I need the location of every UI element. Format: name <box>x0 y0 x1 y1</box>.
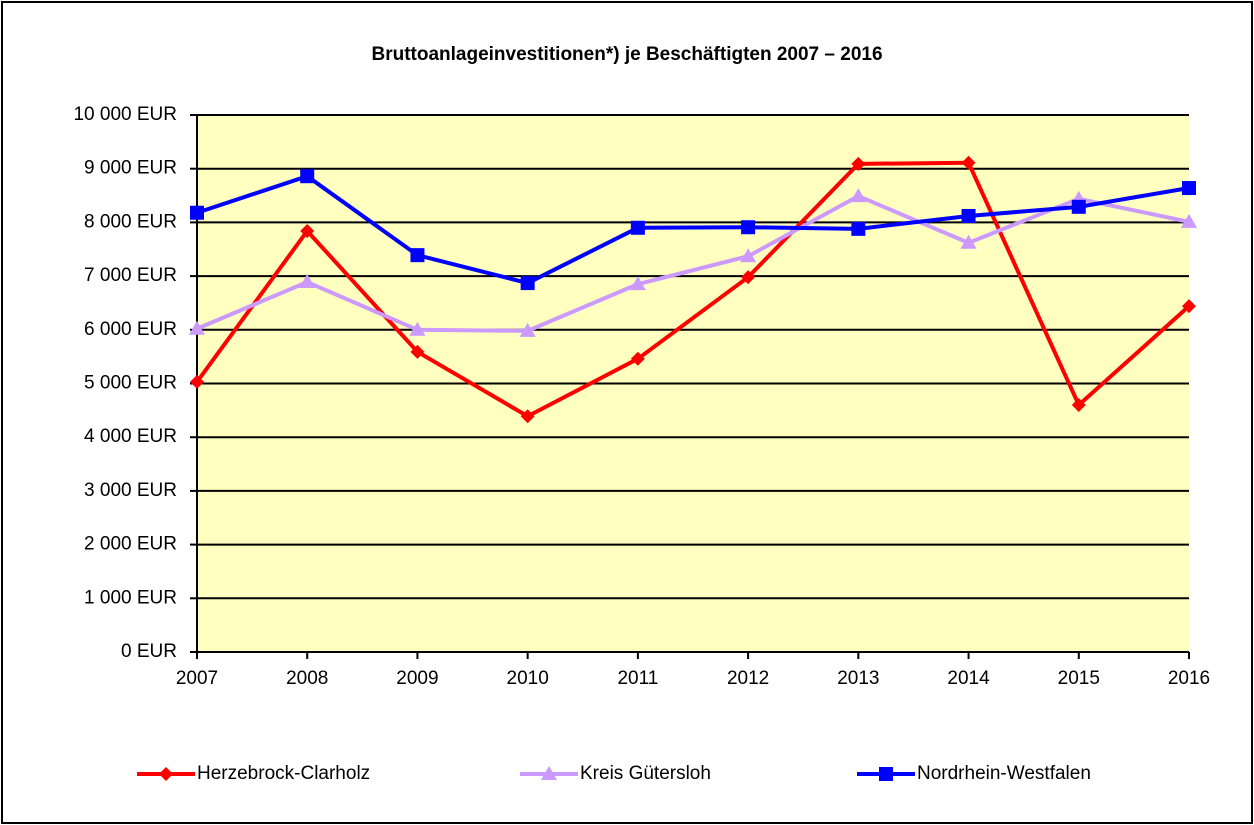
marker <box>520 409 535 424</box>
y-tick-label: 7 000 EUR <box>84 265 177 286</box>
x-tick-label: 2011 <box>617 668 658 689</box>
y-tick-label: 8 000 EUR <box>84 211 177 232</box>
marker <box>1182 181 1196 196</box>
marker <box>189 320 205 335</box>
legend-label: Herzebrock-Clarholz <box>197 763 370 784</box>
x-tick-label: 2013 <box>837 668 879 689</box>
x-tick-label: 2007 <box>176 668 218 689</box>
marker <box>1071 397 1086 412</box>
legend-marker <box>879 767 893 781</box>
marker <box>961 208 976 223</box>
marker <box>1182 299 1196 314</box>
marker <box>519 322 536 337</box>
marker <box>190 205 204 220</box>
marker <box>299 274 316 289</box>
y-tick-label: 3 000 EUR <box>84 480 177 501</box>
x-tick-label: 2012 <box>727 668 769 689</box>
legend-marker <box>159 767 173 781</box>
marker <box>629 276 646 291</box>
x-tick-label: 2010 <box>507 668 549 689</box>
marker <box>960 234 977 249</box>
marker <box>851 156 866 171</box>
marker <box>850 188 867 203</box>
marker <box>741 270 756 285</box>
marker <box>1071 199 1086 214</box>
marker <box>520 276 535 291</box>
y-tick-label: 1 000 EUR <box>84 587 177 608</box>
marker <box>190 374 204 389</box>
marker <box>409 321 426 336</box>
series-line <box>195 160 1191 419</box>
marker <box>410 248 425 263</box>
marker <box>300 169 315 184</box>
y-tick-label: 4 000 EUR <box>84 426 177 447</box>
y-tick-label: 10 000 EUR <box>73 104 177 125</box>
legend-label: Nordrhein-Westfalen <box>917 763 1091 784</box>
x-tick-label: 2009 <box>396 668 438 689</box>
marker <box>300 223 315 238</box>
marker <box>740 248 757 263</box>
marker <box>410 344 425 359</box>
series-line <box>196 193 1190 333</box>
y-tick-label: 5 000 EUR <box>84 373 177 394</box>
x-tick-label: 2014 <box>947 668 990 689</box>
x-tick-label: 2015 <box>1058 668 1100 689</box>
y-tick-label: 6 000 EUR <box>84 319 177 340</box>
y-tick-label: 0 EUR <box>121 641 177 662</box>
marker <box>961 155 976 170</box>
x-tick-label: 2008 <box>286 668 328 689</box>
chart-title: Bruttoanlageinvestitionen*) je Beschäfti… <box>371 44 882 65</box>
y-tick-label: 9 000 EUR <box>84 158 177 179</box>
marker <box>741 220 756 235</box>
marker <box>630 351 645 366</box>
x-tick-label: 2016 <box>1168 668 1210 689</box>
legend-marker <box>541 766 557 780</box>
marker <box>1181 213 1197 228</box>
marker <box>630 220 645 235</box>
legend-label: Kreis Gütersloh <box>580 763 711 784</box>
y-tick-label: 2 000 EUR <box>84 534 177 555</box>
series-line <box>196 173 1190 286</box>
marker <box>851 221 866 236</box>
